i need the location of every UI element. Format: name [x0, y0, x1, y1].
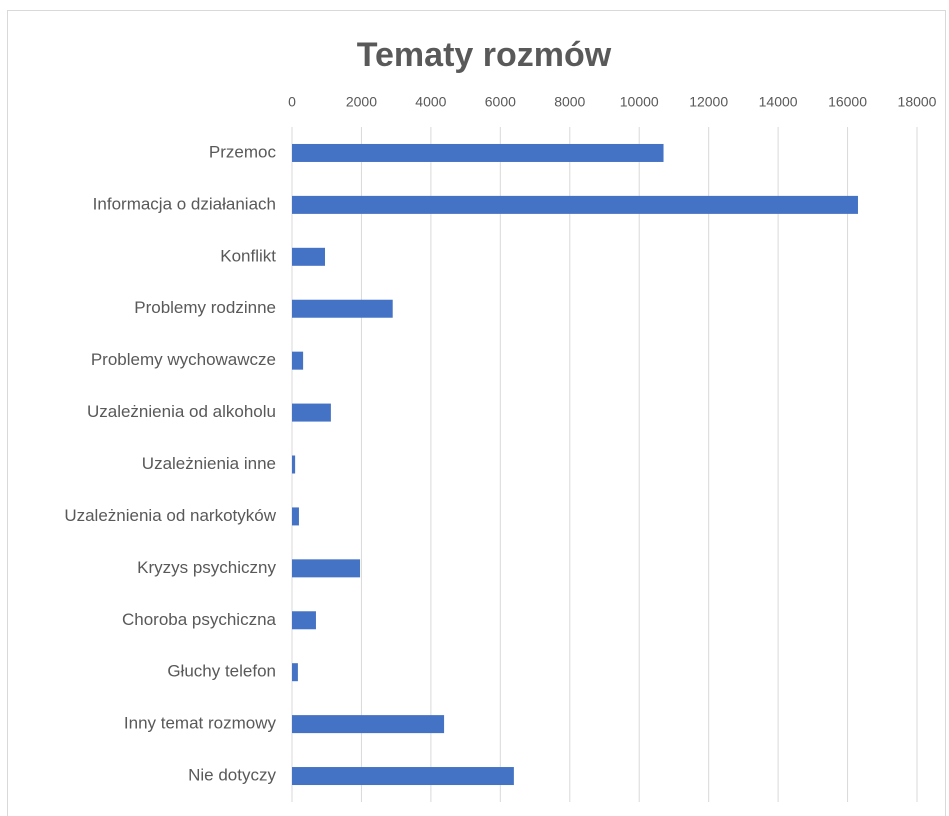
y-tick-label: Problemy rodzinne: [134, 298, 276, 317]
bar: [292, 299, 393, 318]
x-tick-label: 10000: [620, 94, 659, 110]
x-tick-label: 18000: [898, 94, 937, 110]
bar: [292, 663, 298, 682]
bar: [292, 247, 325, 266]
bar: [292, 455, 296, 474]
x-tick-label: 2000: [346, 94, 377, 110]
bar: [292, 143, 664, 162]
y-tick-label: Głuchy telefon: [167, 662, 276, 681]
y-tick-label: Przemoc: [209, 142, 277, 161]
bar: [292, 507, 299, 526]
bar: [292, 195, 858, 214]
y-tick-label: Kryzys psychiczny: [137, 558, 276, 577]
y-tick-label: Konflikt: [220, 246, 276, 265]
x-tick-label: 8000: [554, 94, 585, 110]
y-tick-label: Uzależnienia od alkoholu: [87, 402, 276, 421]
bar: [292, 559, 361, 578]
y-tick-label: Uzależnienia inne: [142, 454, 276, 473]
x-tick-label: 16000: [828, 94, 867, 110]
x-tick-label: 14000: [759, 94, 798, 110]
bar: [292, 351, 304, 370]
y-tick-label: Informacja o działaniach: [93, 194, 276, 213]
bar: [292, 403, 331, 422]
y-tick-label: Nie dotyczy: [188, 766, 276, 785]
y-tick-label: Inny temat rozmowy: [124, 714, 277, 733]
bar: [292, 767, 514, 786]
x-tick-label: 6000: [485, 94, 516, 110]
chart-title: Tematy rozmów: [357, 36, 612, 74]
bar: [292, 715, 445, 734]
y-tick-label: Uzależnienia od narkotyków: [64, 506, 276, 525]
y-tick-label: Problemy wychowawcze: [91, 350, 276, 369]
bar: [292, 611, 316, 630]
x-tick-label: 4000: [415, 94, 446, 110]
x-tick-label: 0: [288, 94, 296, 110]
x-tick-label: 12000: [689, 94, 728, 110]
y-tick-label: Choroba psychiczna: [122, 610, 277, 629]
